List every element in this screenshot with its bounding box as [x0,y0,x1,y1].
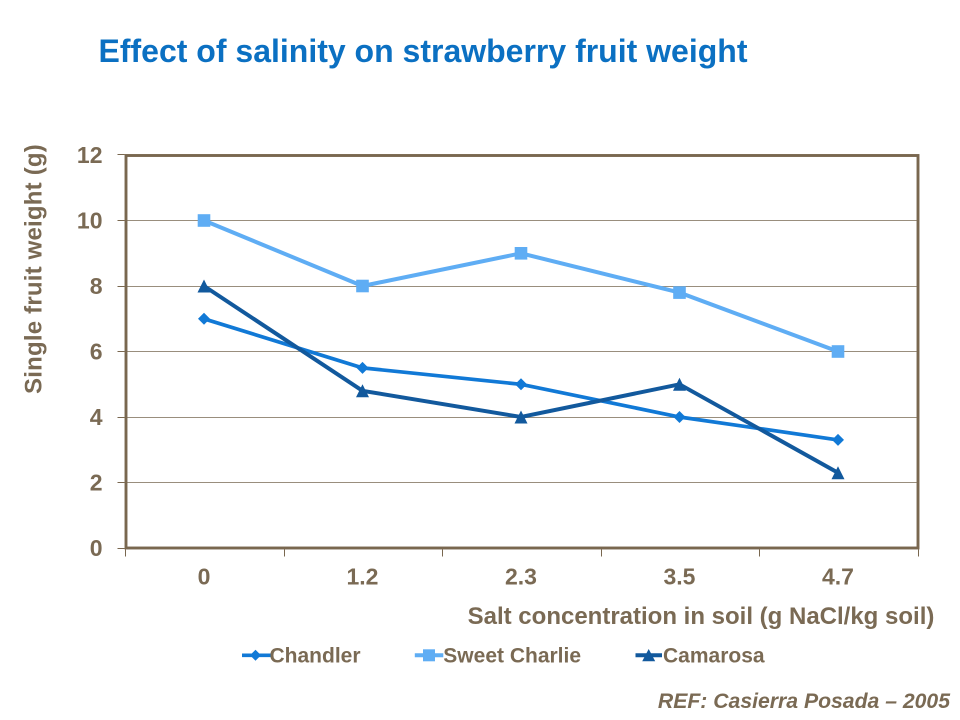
svg-text:Salt concentration in soil (g: Salt concentration in soil (g NaCl/kg so… [468,603,935,630]
svg-text:0: 0 [198,564,211,590]
svg-text:4: 4 [90,404,103,430]
svg-text:3.5: 3.5 [664,564,696,590]
svg-text:10: 10 [77,208,103,234]
svg-text:6: 6 [90,339,103,365]
svg-text:Camarosa: Camarosa [663,644,765,667]
svg-text:8: 8 [90,273,103,299]
svg-text:Effect of salinity on strawber: Effect of salinity on strawberry fruit w… [99,33,748,69]
svg-text:1.2: 1.2 [347,564,379,590]
svg-text:REF: Casierra Posada – 2005: REF: Casierra Posada – 2005 [658,690,951,713]
svg-text:2.3: 2.3 [505,564,537,590]
svg-text:2: 2 [90,470,103,496]
svg-text:0: 0 [90,535,103,561]
svg-text:Sweet Charlie: Sweet Charlie [443,644,581,667]
svg-text:4.7: 4.7 [822,564,854,590]
svg-text:Chandler: Chandler [270,644,361,667]
svg-text:Single fruit weight (g): Single fruit weight (g) [21,144,48,394]
svg-text:12: 12 [77,142,103,168]
